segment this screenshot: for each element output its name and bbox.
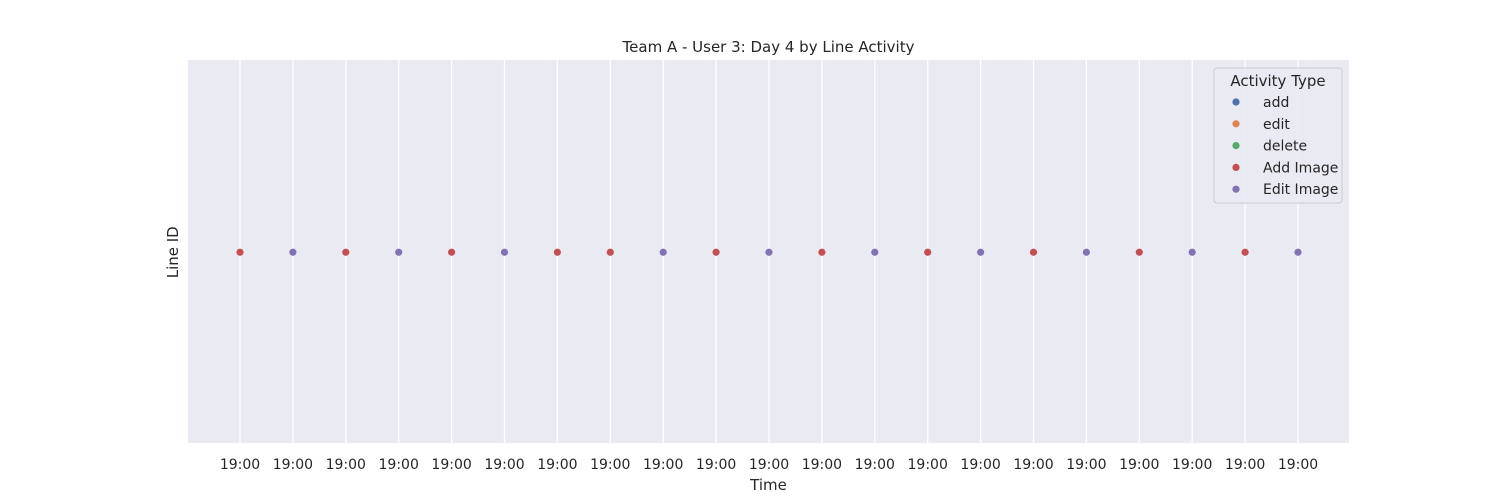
data-point	[1029, 248, 1038, 256]
data-point	[765, 248, 773, 256]
legend-entry: Edit Image	[1232, 182, 1338, 198]
legend-entry: Add Image	[1232, 160, 1338, 176]
x-tick-label: 19:00	[908, 457, 948, 473]
x-tick-label: 19:00	[960, 457, 1000, 473]
data-point	[1135, 248, 1143, 256]
x-tick-label: 19:00	[749, 457, 789, 473]
y-axis-label: Line ID	[164, 226, 182, 278]
legend-label: edit	[1263, 117, 1290, 133]
legend-box	[1213, 67, 1343, 204]
x-tick-label: 19:00	[431, 457, 471, 473]
data-point	[448, 248, 456, 256]
data-point	[553, 248, 562, 256]
data-point	[289, 248, 297, 256]
x-axis-label: Time	[749, 476, 787, 494]
x-tick-label: 19:00	[802, 457, 842, 473]
legend: Activity Type add edit delete Add Image Edit…	[1213, 67, 1343, 204]
x-tick-label: 19:00	[1119, 457, 1159, 473]
x-tick-label: 19:00	[326, 457, 366, 473]
x-tick-label: 19:00	[855, 457, 895, 473]
data-point	[977, 248, 985, 256]
x-tick-label: 19:00	[1066, 457, 1106, 473]
legend-entry: delete	[1232, 139, 1307, 155]
chart-title: Team A - User 3: Day 4 by Line Activity	[622, 38, 915, 56]
legend-entry: add	[1232, 95, 1289, 111]
legend-marker	[1232, 142, 1240, 150]
data-point	[818, 248, 826, 256]
data-point	[500, 248, 509, 256]
data-point	[342, 248, 350, 256]
data-point	[659, 248, 667, 256]
x-tick-label: 19:00	[590, 457, 630, 473]
legend-entries: add edit delete Add Image Edit Image	[1232, 95, 1338, 198]
x-tick-label: 19:00	[220, 457, 260, 473]
legend-label: add	[1263, 95, 1289, 111]
x-tick-labels: 19:00 19:00 19:00 19:00 19:00 19:00 19:00 19:00…	[220, 457, 1318, 473]
data-point	[395, 248, 403, 256]
legend-title: Activity Type	[1230, 72, 1325, 90]
x-tick-label: 19:00	[379, 457, 419, 473]
data-point	[1082, 248, 1090, 256]
legend-label: delete	[1263, 139, 1307, 155]
x-tick-label: 19:00	[1225, 457, 1265, 473]
x-tick-label: 19:00	[696, 457, 736, 473]
legend-entry: edit	[1232, 117, 1290, 133]
data-point	[606, 248, 614, 256]
x-tick-label: 19:00	[273, 457, 313, 473]
data-points	[236, 248, 1302, 256]
x-tick-label: 19:00	[1278, 457, 1318, 473]
data-point	[1188, 248, 1196, 256]
legend-marker	[1232, 185, 1240, 193]
x-tick-label: 19:00	[643, 457, 683, 473]
x-tick-label: 19:00	[537, 457, 577, 473]
data-point	[1294, 248, 1302, 256]
data-point	[871, 248, 879, 256]
legend-label: Edit Image	[1263, 182, 1338, 198]
legend-marker	[1232, 98, 1240, 106]
x-tick-label: 19:00	[1013, 457, 1053, 473]
data-point	[712, 248, 720, 256]
x-tick-label: 19:00	[1172, 457, 1212, 473]
data-point	[1241, 248, 1249, 256]
x-tick-label: 19:00	[484, 457, 524, 473]
legend-marker	[1232, 163, 1240, 171]
data-point	[236, 248, 244, 256]
data-point	[924, 248, 932, 256]
legend-marker	[1232, 120, 1240, 128]
legend-label: Add Image	[1263, 160, 1338, 176]
